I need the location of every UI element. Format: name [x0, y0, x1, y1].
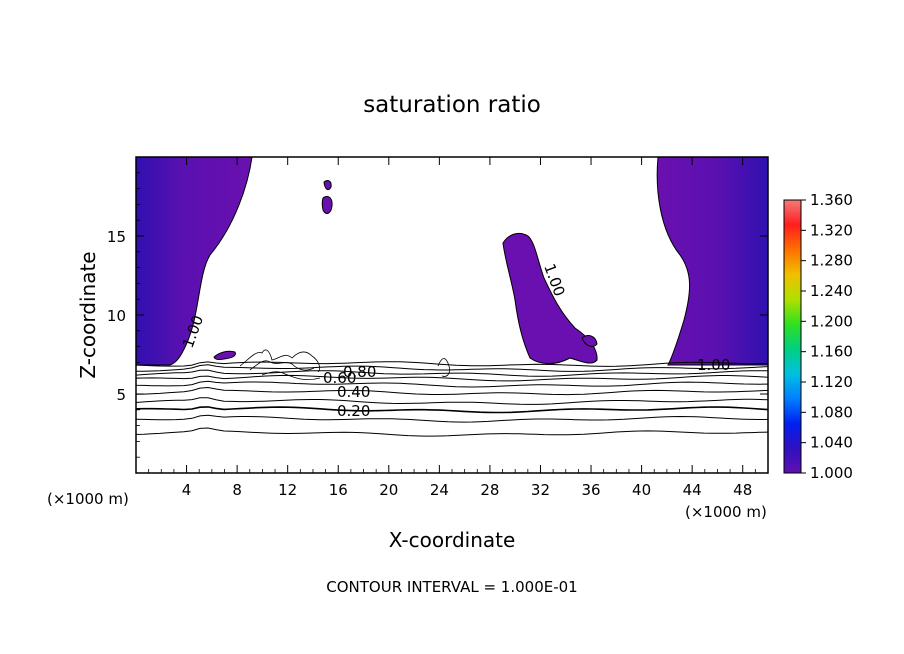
- colorbar-ticks: 1.360 1.320 1.280 1.240 1.200 1.160 1.120 1.080…: [801, 191, 853, 482]
- x-tick-label: 12: [278, 481, 297, 499]
- colorbar-tick-label: 1.200: [810, 312, 853, 330]
- x-axis-ticks: 4 8 12 16 20 24 28 32 36 40 44 48: [148, 157, 756, 499]
- x-tick-label: 20: [379, 481, 398, 499]
- x-tick-label: 8: [232, 481, 242, 499]
- x-axis-label: X-coordinate: [389, 528, 516, 552]
- mid-supersaturation-region: [502, 232, 598, 365]
- contour-label-080: 0.80: [343, 363, 376, 381]
- contour-line-level: [136, 380, 768, 388]
- x-tick-label: 16: [329, 481, 348, 499]
- colorbar-tick-label: 1.120: [810, 373, 853, 391]
- x-tick-label: 48: [733, 481, 752, 499]
- y-tick-label: 15: [107, 228, 126, 246]
- y-tick-label: 5: [116, 386, 126, 404]
- colorbar-tick-label: 1.080: [810, 403, 853, 421]
- contour-label-040: 0.40: [337, 383, 370, 401]
- plot-area: [136, 157, 768, 473]
- colorbar: 1.360 1.320 1.280 1.240 1.200 1.160 1.120 1.080…: [783, 191, 853, 482]
- colorbar-tick-label: 1.240: [810, 282, 853, 300]
- colorbar-tick-label: 1.320: [810, 221, 853, 239]
- contour-line-level: [136, 374, 768, 382]
- top-blob-lower: [321, 195, 333, 214]
- colorbar-tick-label: 1.160: [810, 343, 853, 361]
- contour-line-level: [136, 427, 768, 437]
- y-axis-ticks: 5 10 15: [107, 172, 768, 458]
- disturbance-contours-b: [249, 360, 315, 371]
- contour-line-level: [136, 369, 768, 377]
- mid-small-blob: [581, 335, 598, 347]
- top-blob-upper: [323, 180, 332, 191]
- chart-title: saturation ratio: [363, 92, 541, 118]
- colorbar-tick-label: 1.280: [810, 252, 853, 270]
- contour-line-level: [136, 364, 768, 372]
- x-tick-label: 4: [182, 481, 192, 499]
- contour-line-level: [136, 406, 768, 414]
- colorbar-gradient: [783, 199, 802, 474]
- contour-line-level: [136, 414, 768, 423]
- colorbar-tick-label: 1.040: [810, 434, 853, 452]
- disturbance-contours-d: [437, 358, 450, 377]
- contour-label-right: 1.00: [697, 356, 730, 374]
- x-tick-label: 44: [683, 481, 702, 499]
- disturbance-contours-a: [239, 349, 320, 373]
- colorbar-tick-label: 1.360: [810, 191, 853, 209]
- contour-label-060: 0.60: [323, 369, 356, 387]
- contour-label-020: 0.20: [337, 402, 370, 420]
- x-tick-label: 24: [430, 481, 449, 499]
- x-unit-right: (×1000 m): [685, 503, 767, 521]
- contour-line-level: [136, 361, 768, 367]
- x-tick-label: 28: [480, 481, 499, 499]
- contour-labels: 1.00 1.00 1.00 0.80 0.60 0.40 0.20: [179, 261, 731, 420]
- contour-line-level: [136, 386, 768, 396]
- right-supersaturation-region: [656, 157, 768, 366]
- contour-line-level: [136, 397, 768, 405]
- y-axis-label: Z-coordinate: [76, 251, 100, 378]
- x-tick-label: 32: [531, 481, 550, 499]
- y-tick-label: 10: [107, 307, 126, 325]
- disturbance-contours-c: [261, 371, 321, 381]
- x-tick-label: 40: [632, 481, 651, 499]
- x-tick-label: 36: [581, 481, 600, 499]
- left-supersaturation-region: [136, 157, 253, 366]
- low-blob: [213, 350, 236, 361]
- colorbar-tick-label: 1.000: [810, 464, 853, 482]
- x-unit-left: (×1000 m): [47, 490, 129, 508]
- contour-lines: [136, 361, 768, 437]
- contour-interval-note: CONTOUR INTERVAL = 1.000E-01: [326, 578, 577, 596]
